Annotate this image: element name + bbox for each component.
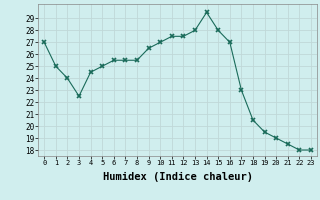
X-axis label: Humidex (Indice chaleur): Humidex (Indice chaleur) <box>103 172 252 182</box>
